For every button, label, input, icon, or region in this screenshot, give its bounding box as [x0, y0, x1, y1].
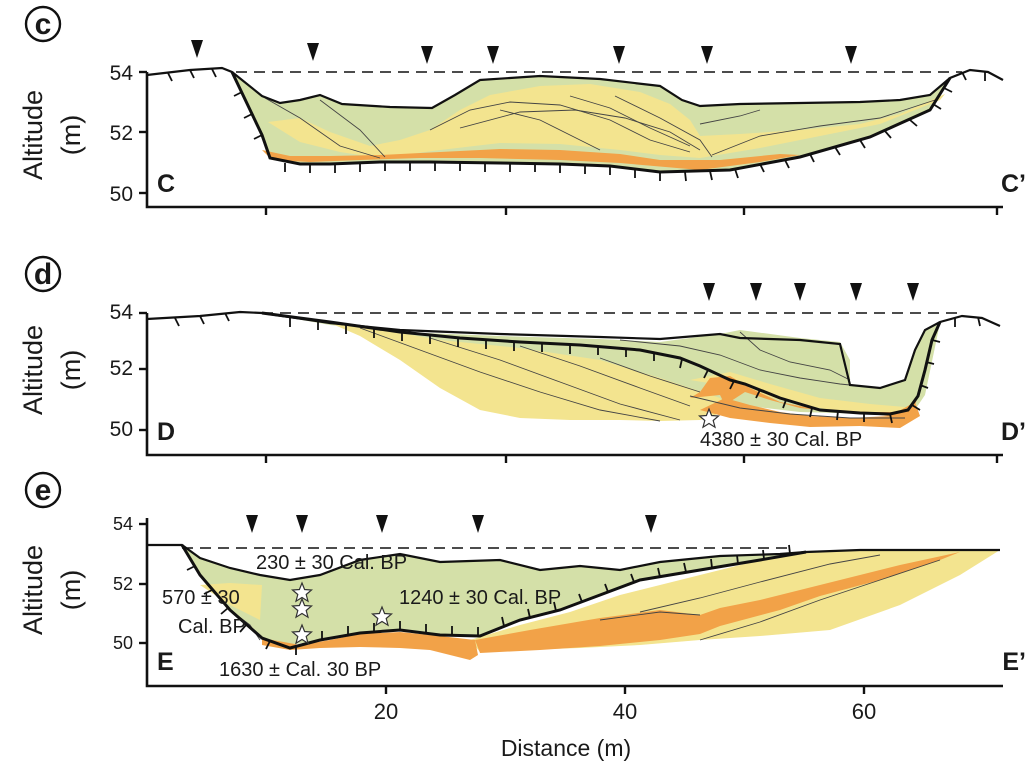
panel-c-contact-2: [319, 99, 386, 158]
panel-d-ytick-54: 54: [110, 301, 134, 324]
panel-d-marker-5: [907, 283, 919, 301]
panel-d-letter: d: [34, 258, 52, 291]
panel-e-date-star-4: [370, 605, 394, 627]
panel-d-hatch: [174, 312, 981, 424]
panel-e-date-star-2: [290, 597, 314, 619]
panel-d-circle: [24, 255, 62, 293]
panel-c-marker-7: [845, 46, 857, 64]
panel-d-date-label: 4380 ± 30 Cal. BP: [700, 429, 862, 451]
panel-c-contact-1: [264, 97, 381, 159]
panel-c-left-section-label: C: [157, 170, 175, 198]
panel-c-right-section-label: C’: [1001, 170, 1026, 198]
panel-d-marker-1: [703, 283, 715, 301]
panel-d-contact-2: [429, 337, 681, 421]
panel-d-contact-7: [689, 395, 905, 419]
panel-c-orange-fill: [262, 149, 800, 170]
panel-d-marker-3: [794, 283, 806, 301]
panel-d-date-star: [697, 407, 721, 429]
panel-d-base-contact: [261, 311, 942, 416]
panel-c-contact-6: [569, 95, 691, 147]
panel-e-marker-2: [296, 515, 308, 533]
panel-e-orange-fill-left: [262, 632, 478, 660]
panel-e-date-label-4: 1630 ± Cal. 30 BP: [219, 659, 381, 681]
panel-e-orange-fill-right: [475, 552, 960, 653]
panel-e-contact-2: [699, 559, 941, 641]
panel-e-date-label-1: 230 ± 30 Cal. BP: [256, 552, 407, 574]
panel-d-orange-fill-2: [700, 398, 920, 428]
panel-e-hatch: [186, 544, 791, 655]
panel-d-right-section-label: D’: [1001, 418, 1026, 446]
panel-c-marker-2: [307, 43, 319, 61]
panel-e-letter: e: [35, 474, 52, 507]
panel-c-contact-4: [459, 109, 701, 151]
panel-c-marker-5: [613, 46, 625, 64]
panel-c-marker-4: [487, 46, 499, 64]
panel-e-date-label-2a: 570 ± 30: [162, 587, 240, 609]
panel-d: d Altitude (m) 54 52 50: [18, 255, 1026, 463]
panel-e-circle: [24, 471, 62, 509]
panel-e-marker-1: [246, 515, 258, 533]
panel-e-contact-3: [639, 554, 881, 613]
panel-d-orange-fill: [690, 376, 918, 418]
panel-c-contact-5: [499, 109, 601, 151]
panel-e-y-unit: (m): [56, 570, 86, 610]
panel-c-ytick-52: 52: [110, 122, 133, 145]
panel-d-contact-6: [739, 331, 851, 381]
panel-d-y-label: Altitude: [18, 325, 48, 415]
panel-d-left-section-label: D: [157, 418, 175, 446]
panel-e-marker-4: [472, 515, 484, 533]
x-axis-label: Distance (m): [501, 735, 631, 761]
panel-c-circle: [24, 5, 62, 43]
panel-d-ytick-50: 50: [110, 418, 133, 441]
panel-c-axes: [145, 72, 1003, 209]
panel-e-date-label-2b: Cal. BP: [178, 616, 246, 638]
panel-c-marker-1: [191, 40, 203, 58]
panel-d-contact-1: [359, 327, 661, 422]
panel-e-ytick-50: 50: [113, 633, 133, 653]
panel-d-contact-5: [619, 339, 881, 389]
panel-c-yellow-fill: [268, 84, 945, 158]
panel-c-hatch: [167, 68, 986, 182]
panel-c-y-label: Altitude: [18, 90, 48, 180]
panel-c: c Altitude (m) 54 52 50: [18, 5, 1026, 215]
panel-c-marker-6: [701, 46, 713, 64]
panel-e-ytick-54: 54: [113, 514, 133, 534]
x-tick-40: 40: [613, 699, 637, 724]
panel-d-yellow-fill: [330, 323, 730, 421]
panel-c-ytick-50: 50: [110, 183, 133, 206]
panel-c-contact-9: [699, 109, 761, 125]
panel-d-marker-4: [850, 283, 862, 301]
panel-c-contact-7: [614, 95, 713, 158]
panel-c-marker-3: [421, 46, 433, 64]
x-tick-60: 60: [852, 699, 876, 724]
panel-e-axes: [145, 518, 1003, 688]
panel-e-green-fill: [182, 545, 806, 645]
panel-e-marker-5: [645, 515, 657, 533]
panel-e: e Altitude (m) 54 52 50: [18, 471, 1026, 761]
panel-d-contact-4: [599, 357, 701, 393]
panel-e-date-label-3: 1240 ± 30 Cal. BP: [399, 587, 561, 609]
panel-e-marker-3: [376, 515, 388, 533]
panel-e-left-section-label: E: [157, 648, 174, 676]
panel-e-y-label: Altitude: [18, 545, 48, 635]
panel-c-ytick-54: 54: [110, 62, 134, 85]
x-tick-20: 20: [374, 699, 398, 724]
panel-e-date-star-3: [290, 623, 314, 645]
panel-c-contact-8: [711, 99, 936, 156]
panel-e-contact-4: [599, 611, 701, 621]
panel-c-ground-surface: [146, 66, 1004, 110]
panel-c-contact-3: [429, 101, 691, 153]
panel-c-y-unit: (m): [56, 115, 86, 155]
panel-e-ytick-52: 52: [113, 574, 133, 594]
panel-d-axes: [145, 313, 1003, 457]
panel-d-contact-3: [519, 345, 691, 407]
panel-d-ytick-52: 52: [110, 357, 133, 380]
panel-d-marker-2: [750, 283, 762, 301]
panel-e-right-section-label: E’: [1002, 648, 1026, 676]
panel-c-letter: c: [35, 8, 52, 41]
panel-d-y-unit: (m): [56, 350, 86, 390]
